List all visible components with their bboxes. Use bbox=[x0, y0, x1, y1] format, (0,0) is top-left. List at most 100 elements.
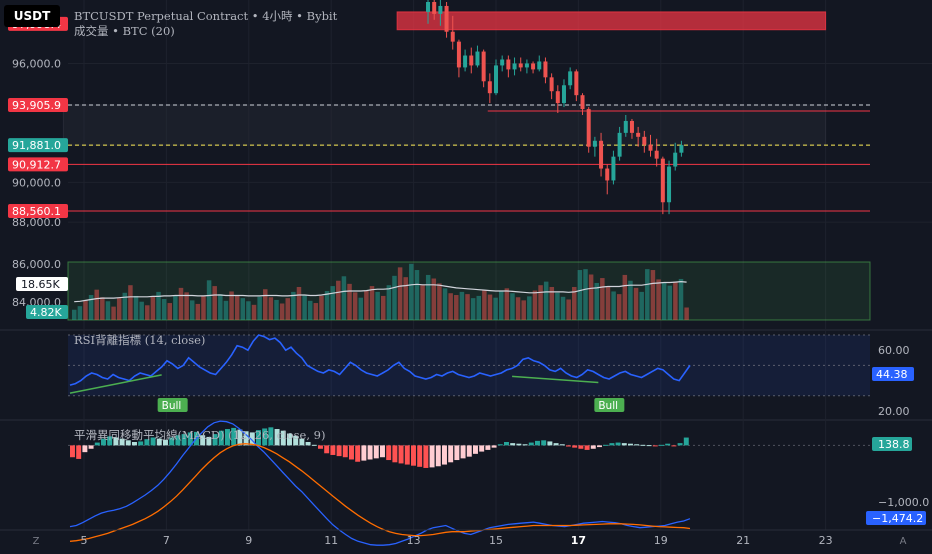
currency-chip[interactable]: USDT bbox=[4, 5, 60, 27]
macd-hist-bar bbox=[119, 438, 125, 446]
macd-hist-bar bbox=[411, 445, 416, 466]
volume-bar bbox=[150, 296, 156, 320]
macd-hist-bar bbox=[243, 431, 249, 446]
volume-bar bbox=[195, 303, 201, 320]
candle-body bbox=[537, 61, 542, 70]
macd-hist-bar bbox=[150, 437, 156, 446]
volume-bar bbox=[409, 263, 414, 320]
candle-body bbox=[432, 1, 437, 14]
bull-label: Bull bbox=[162, 400, 182, 412]
candle-body bbox=[679, 145, 684, 153]
volume-bar bbox=[313, 303, 319, 320]
volume-bar bbox=[442, 288, 448, 320]
time-tick-label: 23 bbox=[819, 534, 833, 547]
macd-hist-bar bbox=[516, 443, 522, 446]
candle-body bbox=[450, 31, 455, 42]
macd-hist-bar bbox=[355, 445, 361, 462]
candle-body bbox=[673, 152, 678, 167]
volume-bar bbox=[650, 270, 656, 320]
volume-bar bbox=[622, 274, 628, 320]
volume-bar bbox=[397, 267, 403, 320]
macd-hist-bar bbox=[448, 445, 454, 463]
volume-bar bbox=[319, 295, 324, 320]
candle-body bbox=[642, 136, 647, 145]
volume-bar bbox=[425, 274, 431, 320]
volume-bar bbox=[83, 300, 88, 320]
candle-body bbox=[568, 71, 573, 86]
auto-scale-button[interactable]: A bbox=[900, 536, 907, 547]
macd-hist-bar bbox=[485, 445, 491, 450]
volume-bar bbox=[279, 303, 285, 320]
volume-bar bbox=[307, 300, 313, 320]
macd-hist-bar bbox=[442, 445, 447, 465]
macd-hist-bar bbox=[299, 438, 305, 446]
volume-bar bbox=[133, 295, 139, 320]
volume-bar bbox=[594, 282, 599, 320]
macd-line bbox=[69, 420, 691, 546]
macd-hist-bar bbox=[504, 442, 509, 446]
macd-hist-bar bbox=[665, 443, 671, 446]
volume-bar bbox=[588, 274, 594, 320]
zoom-button[interactable]: Z bbox=[33, 536, 40, 547]
macd-legend: 平滑異同移動平均線(MACD) (12, 26, close, 9) bbox=[74, 428, 326, 442]
time-tick-label: 21 bbox=[736, 534, 750, 547]
volume-bar bbox=[229, 291, 234, 320]
volume-bar bbox=[77, 306, 83, 320]
candle-body bbox=[611, 156, 616, 181]
volume-bar bbox=[184, 292, 189, 320]
macd-hist-bar bbox=[373, 445, 379, 459]
volume-bar bbox=[223, 300, 229, 320]
macd-hist-bar bbox=[107, 436, 113, 446]
macd-hist-bar bbox=[528, 442, 534, 446]
macd-hist-bar bbox=[249, 432, 255, 446]
volume-bar bbox=[515, 297, 521, 320]
volume-bar bbox=[498, 291, 504, 320]
candle-body bbox=[617, 132, 622, 157]
macd-hist-bar bbox=[683, 437, 689, 446]
macd-hist-bar bbox=[156, 438, 162, 446]
time-tick-label: 17 bbox=[571, 534, 586, 547]
candle-body bbox=[487, 81, 492, 94]
volume-bar bbox=[352, 292, 358, 320]
macd-hist-bar bbox=[578, 445, 584, 449]
candle-body bbox=[660, 158, 665, 203]
candle-body bbox=[481, 51, 486, 82]
candle-body bbox=[561, 85, 566, 104]
volume-bar bbox=[667, 285, 673, 320]
volume-bar bbox=[572, 286, 577, 320]
volume-bar bbox=[285, 298, 290, 320]
candle-body bbox=[438, 5, 443, 14]
candle-body bbox=[512, 63, 517, 70]
macd-signal-tag-bg bbox=[866, 511, 926, 525]
macd-hist-bar bbox=[268, 427, 274, 446]
candle-body bbox=[636, 132, 641, 137]
volume-bar bbox=[111, 306, 116, 320]
volume-bar bbox=[358, 297, 364, 320]
macd-hist-bar bbox=[212, 434, 218, 446]
price-tick-label: 96,000.0 bbox=[12, 57, 61, 70]
volume-bar bbox=[633, 287, 639, 320]
volume-bar bbox=[122, 292, 128, 320]
volume-bar bbox=[94, 289, 99, 320]
price-tick-label: 86,000.0 bbox=[12, 258, 61, 271]
macd-hist-bar bbox=[541, 440, 547, 446]
volume-bar bbox=[88, 295, 94, 320]
volume-bar bbox=[375, 291, 380, 320]
volume-bar bbox=[504, 288, 510, 320]
volume-bar bbox=[616, 294, 622, 320]
volume-bar bbox=[611, 291, 616, 320]
macd-hist-bar bbox=[429, 445, 435, 468]
candle-body bbox=[475, 51, 480, 66]
bull-label-bg bbox=[157, 398, 188, 412]
volume-bar bbox=[161, 299, 167, 320]
candle-body bbox=[463, 55, 468, 68]
volume-bar bbox=[600, 278, 605, 320]
macd-hist-bar bbox=[404, 445, 410, 465]
macd-hist-bar bbox=[324, 445, 330, 454]
price-axis-tag-4-bg bbox=[8, 203, 68, 218]
macd-hist-bar bbox=[677, 443, 683, 446]
volume-bar bbox=[324, 291, 330, 320]
volume-bar bbox=[465, 294, 470, 320]
